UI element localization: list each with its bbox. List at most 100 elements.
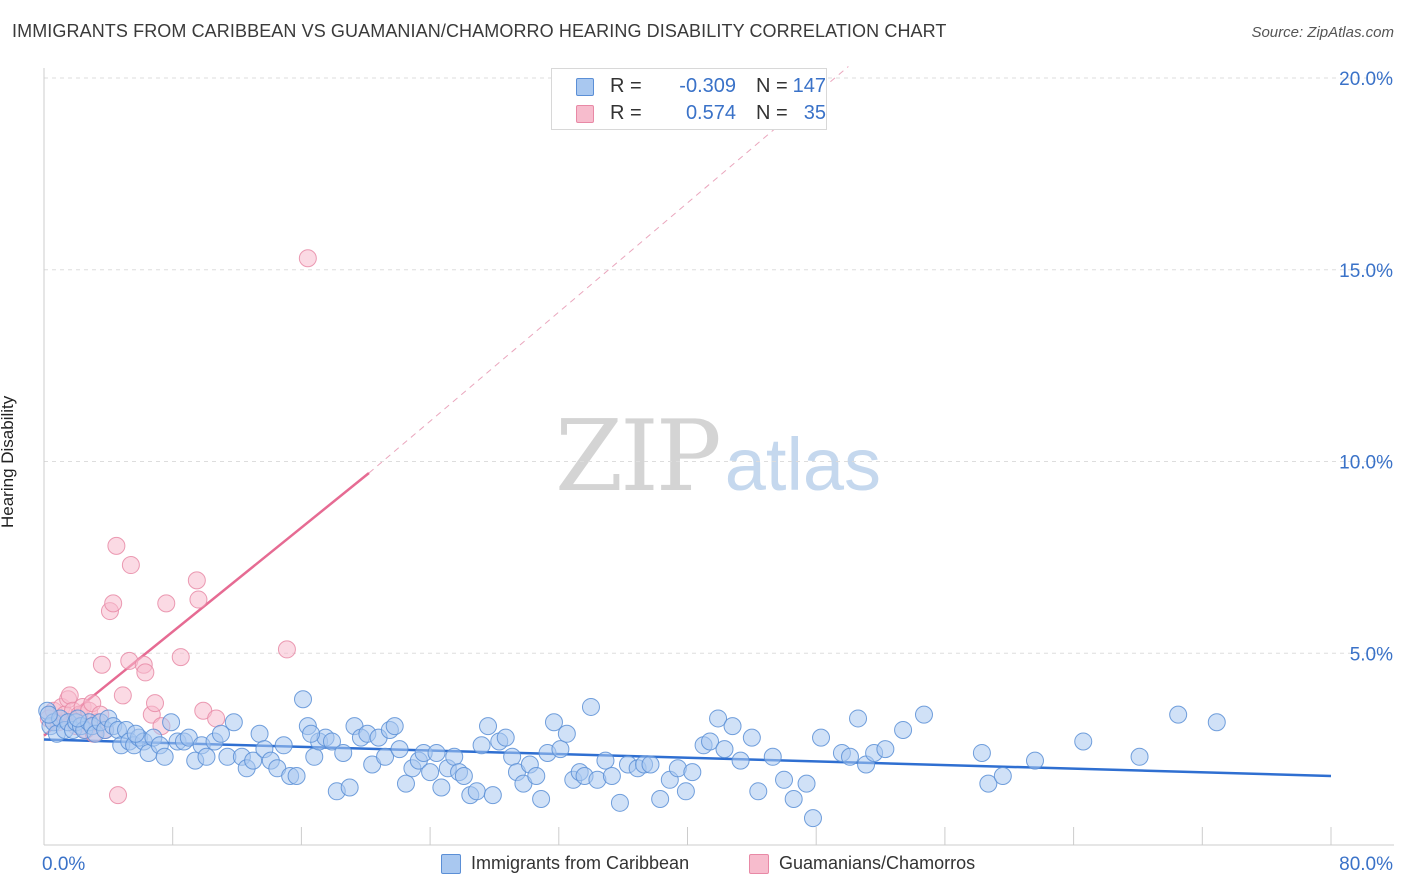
blue-data-point bbox=[274, 736, 293, 755]
blue-data-point bbox=[287, 766, 306, 785]
pink-data-point bbox=[277, 640, 296, 659]
bottom-legend-label: Guamanians/Chamorros bbox=[779, 853, 976, 873]
axes bbox=[43, 68, 1394, 846]
y-axis-label-text: Hearing Disability bbox=[0, 395, 17, 528]
blue-data-point bbox=[1025, 751, 1044, 770]
blue-data-point bbox=[602, 766, 621, 785]
blue-data-point bbox=[162, 713, 181, 732]
x-axis-ticks bbox=[43, 827, 1332, 845]
pink-trend-line-extrapolated bbox=[368, 66, 849, 474]
legend-swatch-pink bbox=[576, 105, 594, 123]
grid-lines bbox=[44, 77, 1394, 654]
legend-n-label: N = bbox=[756, 102, 788, 124]
blue-data-point bbox=[197, 747, 216, 766]
legend-r-label: R = bbox=[610, 102, 642, 124]
blue-data-point bbox=[683, 763, 702, 782]
bottom-legend-swatch-pink bbox=[749, 854, 769, 874]
blue-data-point bbox=[479, 717, 498, 736]
blue-data-point bbox=[376, 747, 395, 766]
pink-data-point bbox=[298, 249, 317, 268]
blue-data-point bbox=[483, 786, 502, 805]
legend-n-value: 147 bbox=[792, 75, 826, 97]
pink-data-point bbox=[109, 786, 128, 805]
legend-swatch-blue bbox=[576, 78, 594, 96]
pink-data-point bbox=[104, 594, 123, 613]
pink-data-point bbox=[107, 536, 126, 555]
source-credit: Source: ZipAtlas.com bbox=[1251, 24, 1394, 41]
blue-data-point bbox=[914, 705, 933, 724]
blue-data-point bbox=[1130, 747, 1149, 766]
blue-data-point bbox=[322, 732, 341, 751]
blue-data-point bbox=[803, 809, 822, 828]
blue-data-point bbox=[1169, 705, 1188, 724]
blue-data-point bbox=[709, 709, 728, 728]
blue-data-point bbox=[532, 789, 551, 808]
y-tick-label: 10.0% bbox=[1339, 453, 1393, 474]
blue-data-point bbox=[427, 743, 446, 762]
pink-data-point bbox=[171, 648, 190, 667]
blue-data-point bbox=[396, 774, 415, 793]
blue-data-point bbox=[126, 724, 145, 743]
blue-data-point bbox=[641, 755, 660, 774]
x-axis-tick-labels: 0.0% 80.0% bbox=[42, 854, 1393, 875]
pink-data-point bbox=[157, 594, 176, 613]
blue-data-point bbox=[749, 782, 768, 801]
blue-data-point bbox=[876, 740, 895, 759]
pink-data-point bbox=[113, 686, 132, 705]
blue-data-point bbox=[472, 736, 491, 755]
blue-data-point bbox=[340, 778, 359, 797]
blue-data-point bbox=[763, 747, 782, 766]
pink-data-point bbox=[146, 694, 165, 713]
blue-data-point bbox=[731, 751, 750, 770]
blue-data-point bbox=[972, 743, 991, 762]
blue-data-point bbox=[849, 709, 868, 728]
legend-n-value: 35 bbox=[803, 102, 826, 124]
blue-data-point bbox=[454, 766, 473, 785]
pink-data-point bbox=[136, 663, 155, 682]
pink-data-point bbox=[207, 709, 226, 728]
blue-data-point bbox=[224, 713, 243, 732]
blue-data-point bbox=[551, 740, 570, 759]
blue-data-point bbox=[250, 724, 269, 743]
blue-data-point bbox=[302, 724, 321, 743]
blue-data-point bbox=[651, 789, 670, 808]
bottom-legend-swatch-blue bbox=[441, 854, 461, 874]
blue-data-point bbox=[496, 728, 515, 747]
blue-data-point bbox=[385, 717, 404, 736]
bottom-legend-label: Immigrants from Caribbean bbox=[471, 853, 690, 873]
pink-trend-line bbox=[43, 472, 370, 737]
chart-title: IMMIGRANTS FROM CARIBBEAN VS GUAMANIAN/C… bbox=[12, 21, 947, 41]
pink-data-point bbox=[187, 571, 206, 590]
legend-n-label: N = bbox=[756, 75, 788, 97]
blue-data-point bbox=[979, 774, 998, 793]
blue-data-point bbox=[557, 724, 576, 743]
blue-data-point bbox=[390, 740, 409, 759]
x-tick-label-start: 0.0% bbox=[42, 854, 85, 875]
blue-data-point bbox=[742, 728, 761, 747]
legend-r-value: 0.574 bbox=[685, 102, 736, 124]
blue-data-point bbox=[155, 747, 174, 766]
y-tick-label: 15.0% bbox=[1339, 261, 1393, 282]
blue-data-point bbox=[596, 751, 615, 770]
y-tick-label: 5.0% bbox=[1350, 644, 1393, 665]
blue-data-point bbox=[993, 766, 1012, 785]
blue-data-point bbox=[445, 747, 464, 766]
blue-data-point bbox=[39, 705, 58, 724]
blue-data-point bbox=[305, 747, 324, 766]
pink-data-point bbox=[92, 655, 111, 674]
blue-data-point bbox=[503, 747, 522, 766]
blue-data-point bbox=[775, 770, 794, 789]
legend-r-label: R = bbox=[610, 75, 642, 97]
blue-data-point bbox=[294, 690, 313, 709]
blue-data-point bbox=[715, 740, 734, 759]
blue-data-point bbox=[701, 732, 720, 751]
trend-lines bbox=[43, 66, 1332, 778]
correlation-legend: R = -0.309 N = 147 R = 0.574 N = 35 bbox=[551, 68, 827, 130]
blue-data-point bbox=[544, 713, 563, 732]
blue-data-point bbox=[797, 774, 816, 793]
blue-data-point bbox=[581, 697, 600, 716]
blue-data-point bbox=[1207, 713, 1226, 732]
blue-data-point bbox=[467, 782, 486, 801]
blue-data-point bbox=[840, 747, 859, 766]
